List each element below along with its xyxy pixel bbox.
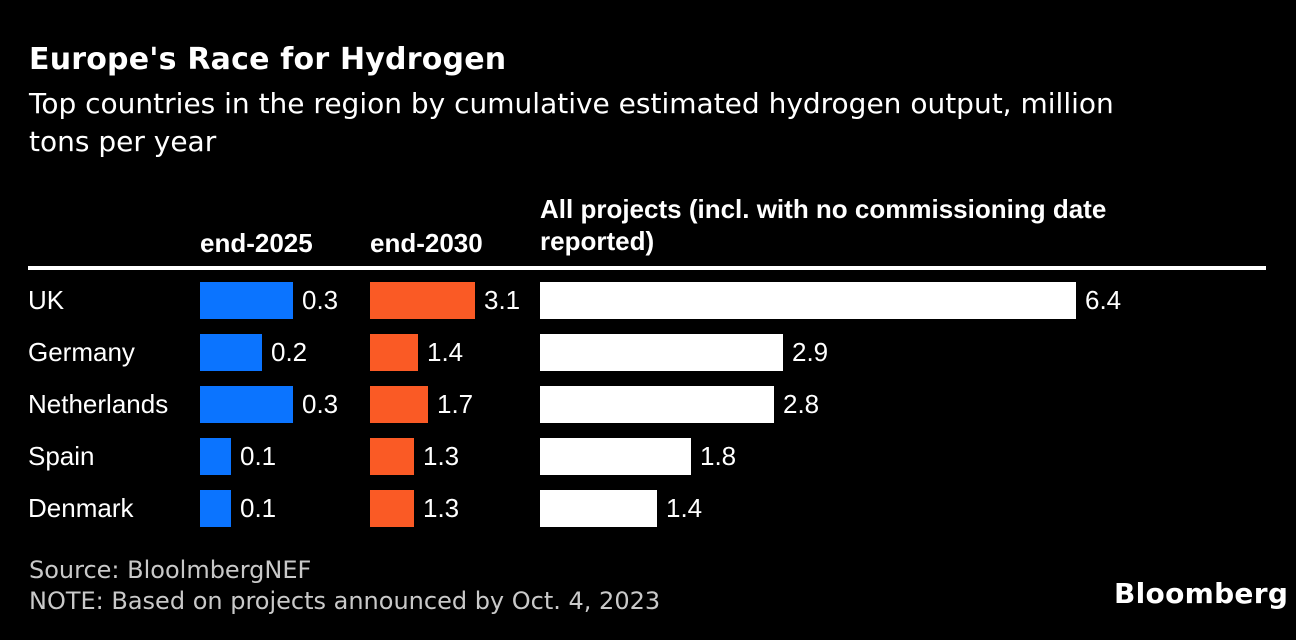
bar-all-projects-netherlands xyxy=(540,385,774,423)
source-note: Source: BloolmbergNEF xyxy=(29,556,312,584)
value-label-end-2025-spain: 0.1 xyxy=(240,440,277,471)
bar-end-2025-germany xyxy=(200,333,262,371)
bar-all-projects-denmark xyxy=(540,489,657,527)
methodology-note: NOTE: Based on projects announced by Oct… xyxy=(29,587,661,615)
value-label-end-2030-germany: 1.4 xyxy=(427,336,464,367)
bloomberg-logo: Bloomberg xyxy=(1114,577,1289,610)
bar-end-2025-uk xyxy=(200,281,293,319)
value-label-end-2030-denmark: 1.3 xyxy=(423,492,460,523)
chart-rows: UK 0.3 3.1 6.4 Germany 0.2 1.4 2.9 Netherlands 0.… xyxy=(0,274,1296,534)
cell-all-projects-netherlands: 2.8 xyxy=(540,378,819,430)
column-header-end-2025: end-2025 xyxy=(200,228,313,258)
bar-end-2025-denmark xyxy=(200,489,231,527)
cell-end-2025-spain: 0.1 xyxy=(200,430,276,482)
cell-end-2025-netherlands: 0.3 xyxy=(200,378,338,430)
chart-title: Europe's Race for Hydrogen xyxy=(29,42,507,77)
cell-end-2030-denmark: 1.3 xyxy=(370,482,459,534)
value-label-end-2025-netherlands: 0.3 xyxy=(302,388,339,419)
chart-row-spain: Spain 0.1 1.3 1.8 xyxy=(0,430,1296,482)
cell-end-2025-denmark: 0.1 xyxy=(200,482,276,534)
bar-end-2025-netherlands xyxy=(200,385,293,423)
value-label-end-2025-germany: 0.2 xyxy=(271,336,308,367)
chart-subtitle: Top countries in the region by cumulativ… xyxy=(29,87,1114,158)
cell-all-projects-germany: 2.9 xyxy=(540,326,828,378)
value-label-all-projects-netherlands: 2.8 xyxy=(783,388,820,419)
country-label-uk: UK xyxy=(28,284,65,315)
column-header-all-projects: All projects (incl. with no commissionin… xyxy=(540,194,1107,256)
chart-row-germany: Germany 0.2 1.4 2.9 xyxy=(0,326,1296,378)
value-label-end-2030-netherlands: 1.7 xyxy=(437,388,474,419)
value-label-all-projects-denmark: 1.4 xyxy=(666,492,703,523)
chart-row-denmark: Denmark 0.1 1.3 1.4 xyxy=(0,482,1296,534)
bar-end-2030-netherlands xyxy=(370,385,428,423)
bar-end-2030-germany xyxy=(370,333,418,371)
cell-end-2025-uk: 0.3 xyxy=(200,274,338,326)
country-label-netherlands: Netherlands xyxy=(28,388,169,419)
bar-end-2030-denmark xyxy=(370,489,414,527)
cell-end-2025-germany: 0.2 xyxy=(200,326,307,378)
cell-end-2030-spain: 1.3 xyxy=(370,430,459,482)
value-label-all-projects-uk: 6.4 xyxy=(1085,284,1122,315)
value-label-all-projects-spain: 1.8 xyxy=(700,440,737,471)
header-divider-rule xyxy=(28,266,1266,270)
cell-end-2030-germany: 1.4 xyxy=(370,326,463,378)
cell-all-projects-spain: 1.8 xyxy=(540,430,736,482)
cell-end-2030-netherlands: 1.7 xyxy=(370,378,473,430)
bar-end-2025-spain xyxy=(200,437,231,475)
bar-all-projects-uk xyxy=(540,281,1076,319)
value-label-end-2030-spain: 1.3 xyxy=(423,440,460,471)
country-label-spain: Spain xyxy=(28,440,95,471)
value-label-end-2025-denmark: 0.1 xyxy=(240,492,277,523)
bar-end-2030-spain xyxy=(370,437,414,475)
country-label-germany: Germany xyxy=(28,336,135,367)
bar-all-projects-spain xyxy=(540,437,691,475)
column-header-end-2030: end-2030 xyxy=(370,228,483,258)
chart-row-netherlands: Netherlands 0.3 1.7 2.8 xyxy=(0,378,1296,430)
value-label-end-2030-uk: 3.1 xyxy=(484,284,521,315)
chart-row-uk: UK 0.3 3.1 6.4 xyxy=(0,274,1296,326)
value-label-all-projects-germany: 2.9 xyxy=(792,336,829,367)
value-label-end-2025-uk: 0.3 xyxy=(302,284,339,315)
cell-all-projects-denmark: 1.4 xyxy=(540,482,702,534)
cell-all-projects-uk: 6.4 xyxy=(540,274,1121,326)
country-label-denmark: Denmark xyxy=(28,492,134,523)
bar-end-2030-uk xyxy=(370,281,475,319)
cell-end-2030-uk: 3.1 xyxy=(370,274,520,326)
bar-all-projects-germany xyxy=(540,333,783,371)
